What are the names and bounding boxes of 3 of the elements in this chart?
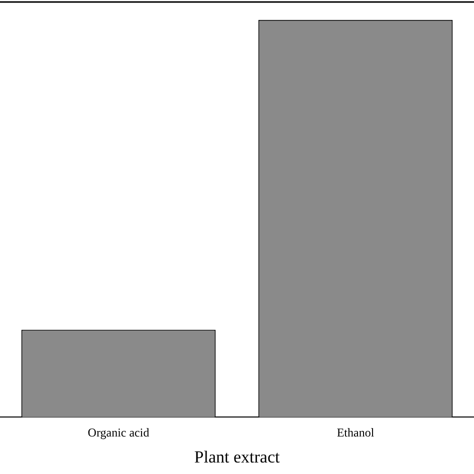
x-axis-title: Plant extract xyxy=(194,447,280,466)
x-tick-label: Ethanol xyxy=(336,426,375,440)
x-tick-label: Organic acid xyxy=(88,426,150,440)
